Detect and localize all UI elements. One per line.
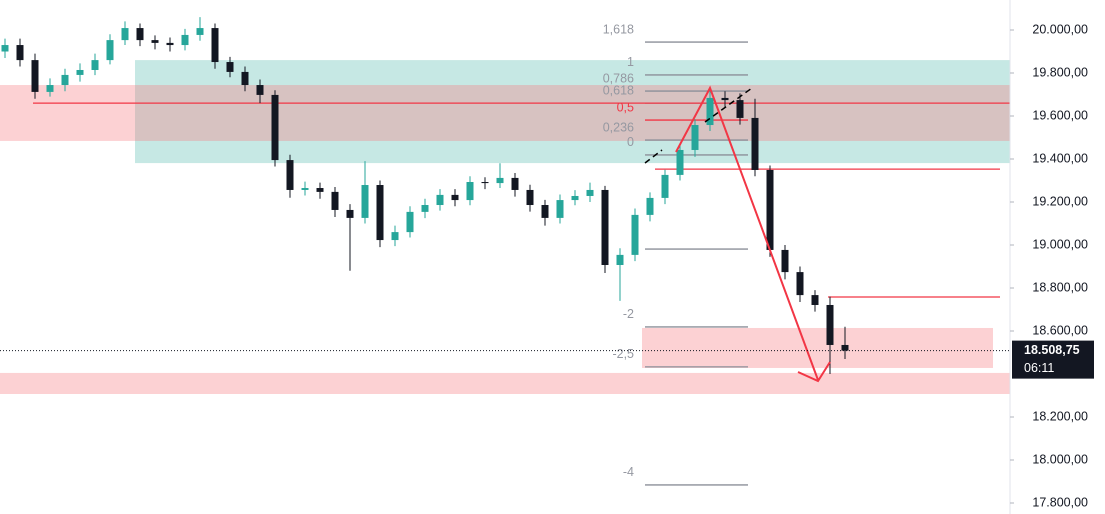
- candle-body: [346, 209, 354, 218]
- arrow-path: [675, 85, 819, 381]
- candle-body: [211, 28, 219, 63]
- candle-body: [496, 177, 504, 184]
- candle-body: [91, 60, 99, 70]
- candle-body: [1, 45, 9, 52]
- price-label: 19.400,00: [1032, 151, 1088, 165]
- fib-label: 0,618: [603, 83, 634, 97]
- zone: [642, 327, 993, 368]
- zone: [135, 60, 1010, 164]
- candle-body: [16, 45, 24, 61]
- candle-body: [511, 177, 519, 190]
- price-label: 18.600,00: [1032, 323, 1088, 337]
- levels: [33, 102, 1010, 298]
- price-label: 19.600,00: [1032, 108, 1088, 122]
- candle-body: [676, 149, 684, 175]
- candle-body: [481, 182, 489, 184]
- candle-body: [706, 97, 714, 126]
- candle-body: [361, 185, 369, 218]
- candle-body: [106, 40, 114, 61]
- candle-body: [556, 200, 564, 218]
- candle-body: [301, 188, 309, 190]
- price-label: 19.000,00: [1032, 237, 1088, 251]
- candle-body: [331, 191, 339, 210]
- candle-body: [166, 42, 174, 46]
- candle-body: [241, 71, 249, 86]
- candle-body: [391, 232, 399, 241]
- candle-body: [586, 189, 594, 196]
- fib-label: 0,786: [603, 71, 634, 85]
- fib-label: 0,236: [603, 120, 634, 134]
- candle-body: [616, 254, 624, 265]
- candle-body: [196, 28, 204, 35]
- candle-body: [451, 194, 459, 201]
- fib-label: -4: [623, 465, 634, 479]
- current-price: 18.508,75 06:11: [0, 340, 1094, 379]
- candle-body: [226, 62, 234, 72]
- candle-body: [751, 117, 759, 170]
- candle-body: [691, 125, 699, 150]
- candle-body: [271, 94, 279, 161]
- annotations: [644, 85, 831, 383]
- candle-body: [136, 28, 144, 41]
- candle-body: [181, 34, 189, 46]
- candle-body: [31, 60, 39, 92]
- arrow-head: [797, 361, 831, 383]
- candle-body: [376, 185, 384, 241]
- candle-body: [631, 214, 639, 255]
- candle-body: [736, 100, 744, 118]
- candle-body: [781, 249, 789, 273]
- price-label: 18.800,00: [1032, 280, 1088, 294]
- countdown: 06:11: [1024, 361, 1054, 375]
- zones: [0, 60, 1010, 394]
- candle-body: [766, 169, 774, 250]
- candle-body: [526, 189, 534, 206]
- candle-body: [721, 97, 729, 101]
- candle-body: [646, 197, 654, 215]
- price-badge: [1012, 340, 1094, 379]
- candle-body: [46, 85, 54, 92]
- price-label: 20.000,00: [1032, 22, 1088, 36]
- candle-body: [436, 194, 444, 206]
- candle-body: [826, 304, 834, 345]
- dashed-line: [644, 149, 663, 164]
- candle-body: [811, 295, 819, 305]
- price-axis: 20.000,00 19.800,00 19.600,00 19.400,00 19.2…: [1010, 22, 1088, 509]
- fib-label: 1: [627, 55, 634, 69]
- fib-label: -2: [623, 307, 634, 321]
- candle-body: [76, 69, 84, 75]
- candle-body: [61, 74, 69, 86]
- fib-label: -2,5: [612, 347, 634, 361]
- zone: [0, 372, 1010, 394]
- candle-body: [841, 344, 849, 351]
- fib-label: 1,618: [603, 22, 634, 36]
- candles: [1, 17, 849, 374]
- candle-body: [316, 188, 324, 192]
- candle-body: [256, 85, 264, 95]
- price-label: 17.800,00: [1032, 495, 1088, 509]
- current-price-label: 18.508,75: [1024, 343, 1080, 357]
- candle-body: [571, 195, 579, 201]
- candle-body: [661, 174, 669, 198]
- candle-body: [796, 272, 804, 296]
- price-label: 18.000,00: [1032, 452, 1088, 466]
- price-label: 19.200,00: [1032, 194, 1088, 208]
- candle-body: [406, 211, 414, 233]
- candle-body: [601, 189, 609, 265]
- candle-body: [421, 205, 429, 212]
- price-label: 18.200,00: [1032, 409, 1088, 423]
- candle-body: [286, 160, 294, 190]
- price-label: 19.800,00: [1032, 65, 1088, 79]
- fib-label: 0,5: [617, 100, 634, 114]
- fib-label: 0: [627, 135, 634, 149]
- candle-body: [151, 40, 159, 43]
- candle-body: [541, 205, 549, 218]
- candle-body: [466, 182, 474, 201]
- zone: [0, 85, 1010, 141]
- candle-body: [121, 28, 129, 41]
